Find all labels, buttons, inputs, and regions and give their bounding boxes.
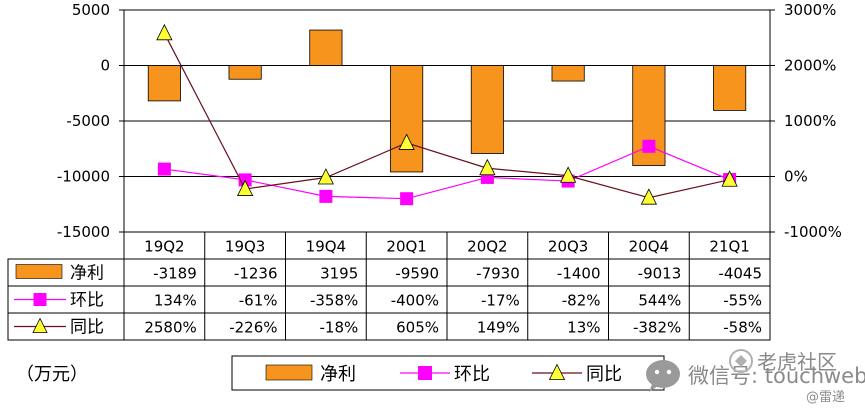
data-label: -82% [562,292,601,310]
data-label: -1400 [557,265,601,283]
data-label: -55% [723,292,762,310]
legend-label-环比: 环比 [454,364,490,385]
category-label: 20Q2 [467,238,507,256]
row-label-环比: 环比 [70,291,104,311]
y-right-tick-label: 0% [784,168,808,186]
legend-key-marker-环比 [418,366,432,380]
data-label: -4045 [718,265,762,283]
bar-19Q4 [309,29,343,66]
point-同比-20Q3 [559,166,577,183]
bar-20Q1 [390,65,424,173]
axes: 5000 0 -5000 -10000 -15000 3000% 2000% 1000% 0% -… [57,1,842,241]
data-label: -17% [481,292,520,310]
tiger-logo-icon [729,349,753,373]
row-label-净利: 净利 [70,264,104,284]
row-key-净利 [15,264,63,279]
data-label: 544% [638,292,681,310]
point-同比-20Q1 [398,133,415,150]
y-right-tick-label: -1000% [784,223,842,241]
bar-21Q1 [713,65,747,111]
data-label: -226% [229,319,277,337]
watermark-community: 老虎社区 [757,350,837,374]
category-label: 20Q3 [548,238,588,256]
data-label: -58% [723,319,762,337]
data-label: 605% [396,319,439,337]
y-right-tick-label: 3000% [784,1,836,19]
data-label: 2580% [144,319,196,337]
category-label: 19Q3 [225,238,265,256]
wechat-logo-icon [646,360,680,392]
bar-20Q2 [470,65,504,154]
legend-label-净利: 净利 [320,364,356,385]
row-key-marker-同比 [32,317,48,333]
line-同比 [163,33,730,199]
y-right-tick-label: 1000% [784,112,836,130]
y-left-tick-label: -5000 [66,112,110,130]
line-series [156,23,738,206]
legend-key-marker-同比 [548,363,566,380]
category-label: 21Q1 [709,238,749,256]
category-label: 19Q2 [144,238,184,256]
point-同比-21Q1 [721,170,738,187]
y-left-tick-label: -15000 [57,223,110,241]
category-label: 19Q4 [306,238,346,256]
grid-lines [124,9,770,233]
data-label: 134% [154,292,197,310]
point-同比-20Q2 [479,158,496,176]
point-同比-19Q2 [156,23,173,41]
y-right-tick-label: 2000% [784,57,836,75]
watermark: 微信号: touchweb 老虎社区 @雷递 [646,349,865,405]
legend-label-同比: 同比 [586,364,622,385]
y-left-tick-label: 0 [100,57,110,75]
point-环比-20Q4 [642,139,656,153]
point-环比-19Q4 [319,189,333,203]
data-label: -358% [310,292,358,310]
data-label: -400% [391,292,439,310]
row-key-marker-环比 [33,293,47,306]
data-label: 149% [477,319,520,337]
point-环比-19Q2 [157,162,171,176]
bar-19Q3 [228,65,262,80]
category-label: 20Q1 [386,238,426,256]
data-label: -61% [239,292,278,310]
data-label: -18% [319,319,358,337]
bar-series [147,29,747,173]
point-同比-20Q4 [640,188,658,205]
y-left-tick-label: 5000 [72,1,110,19]
data-label: -382% [633,319,681,337]
data-label: 13% [567,319,600,337]
watermark-credit: @雷递 [806,390,845,405]
point-同比-19Q4 [317,168,335,185]
data-label: -9590 [395,265,439,283]
watermark-wechat-id: 微信号: touchweb [688,364,865,388]
data-label: -7930 [476,265,520,283]
point-同比-19Q3 [236,179,254,196]
bar-19Q2 [147,65,181,102]
bar-20Q3 [551,65,585,82]
row-label-同比: 同比 [70,318,104,338]
legend-key-净利 [265,364,313,381]
legend: 净利 环比 同比 [231,355,665,391]
unit-label: （万元） [16,364,88,385]
data-label: -1236 [234,265,278,283]
data-label: -3189 [153,265,197,283]
data-label: -9013 [638,265,682,283]
data-table: 19Q2 19Q3 19Q4 20Q1 20Q2 20Q3 20Q4 21Q1 净利 -3189 -… [7,232,771,341]
y-left-tick-label: -10000 [57,168,110,186]
point-环比-20Q1 [400,192,414,206]
data-label: 3195 [320,265,358,283]
category-label: 20Q4 [629,238,669,256]
line-环比 [164,145,730,200]
